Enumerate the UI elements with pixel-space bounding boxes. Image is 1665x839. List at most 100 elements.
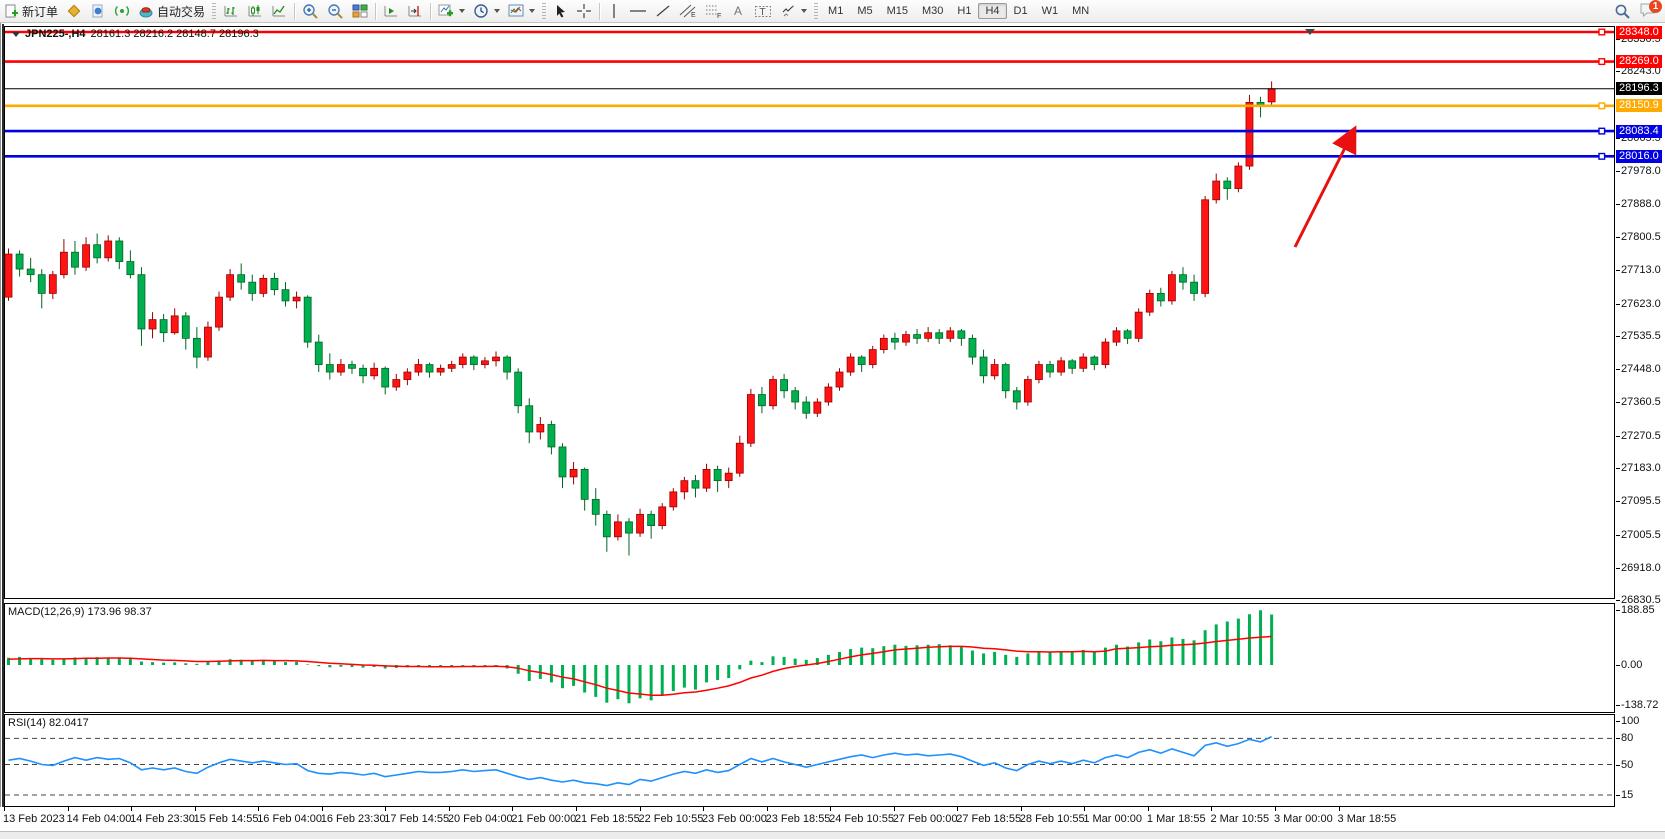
rsi-pane[interactable]: [4, 714, 1615, 807]
candle: [891, 332, 899, 350]
candle: [1201, 196, 1210, 298]
price-tick-label: 188.85: [1616, 604, 1655, 616]
candle: [48, 270, 57, 300]
text-label-button[interactable]: T: [750, 1, 776, 21]
timeframe-button-H4[interactable]: H4: [978, 3, 1007, 19]
timeframe-button-M5[interactable]: M5: [857, 5, 873, 17]
price-axis[interactable]: 28330.5 28243.0 28065.5 27978.0 27888.0 27800…: [1616, 22, 1665, 839]
candle: [780, 373, 788, 399]
candle: [37, 269, 46, 309]
line-handle[interactable]: [1598, 28, 1606, 36]
bar-chart-button[interactable]: [219, 1, 243, 21]
macd-pane[interactable]: [4, 603, 1615, 713]
candle: [259, 274, 268, 298]
timeframe-button-M1[interactable]: M1: [828, 5, 844, 17]
time-axis-label: 16 Feb 23:30: [320, 813, 386, 825]
time-axis-label: 20 Feb 04:00: [447, 813, 513, 825]
chart-shift-button[interactable]: [403, 1, 427, 21]
candle: [436, 364, 445, 376]
timeframe-button-W1[interactable]: W1: [1041, 5, 1059, 17]
arrow-annotation[interactable]: [1293, 125, 1357, 248]
candle: [237, 263, 246, 290]
auto-scroll-icon: [384, 6, 398, 17]
svg-text:T: T: [760, 7, 766, 18]
indicators-button[interactable]: [434, 1, 469, 21]
vertical-line-button[interactable]: [603, 1, 625, 21]
notifications-button[interactable]: 1: [1639, 0, 1662, 21]
auto-scroll-button[interactable]: [379, 1, 403, 21]
timeframe-button-M15[interactable]: M15: [886, 5, 908, 17]
chart-shift-marker[interactable]: [1305, 29, 1315, 35]
time-axis-label: 1 Mar 18:55: [1146, 813, 1206, 825]
candle: [82, 237, 90, 271]
line-handle[interactable]: [1598, 102, 1606, 110]
price-tick-label: 15: [1616, 789, 1633, 801]
main-price-pane[interactable]: [4, 26, 1615, 599]
signals-button[interactable]: [110, 1, 134, 21]
timeframe-button-H1[interactable]: H1: [957, 5, 972, 17]
candle: [481, 357, 489, 369]
candle: [1134, 308, 1143, 343]
time-axis-label: 23 Feb 00:00: [702, 813, 767, 825]
chart-title[interactable]: JPN225-,H4 28161.3 28216.2 28148.7 28196…: [12, 28, 259, 40]
fibonacci-button[interactable]: F: [701, 1, 727, 21]
candlestick-chart-button[interactable]: [243, 1, 267, 21]
line-handle[interactable]: [1598, 58, 1606, 66]
new-order-button[interactable]: 新订单: [0, 1, 62, 21]
channel-button[interactable]: E: [675, 1, 701, 21]
rsi-label: RSI(14) 82.0417: [8, 717, 89, 729]
text-button[interactable]: A: [727, 1, 750, 21]
trendline-button[interactable]: [651, 1, 675, 21]
crosshair-button[interactable]: [572, 1, 596, 21]
line-chart-icon: [272, 5, 286, 17]
autotrade-label: 自动交易: [157, 4, 206, 19]
zoom-out-button[interactable]: [323, 1, 348, 21]
candle: [403, 368, 412, 386]
toolbar-grip[interactable]: [814, 3, 819, 19]
axis-tick: [1616, 705, 1620, 707]
window-border: [0, 22, 1, 839]
templates-button[interactable]: [504, 1, 539, 21]
candle: [924, 327, 933, 343]
candle: [104, 235, 113, 262]
toolbar-right: 1: [1614, 0, 1662, 22]
arrows-icon: [782, 5, 794, 17]
line-handle[interactable]: [1598, 152, 1606, 160]
axis-tick: [830, 807, 832, 811]
timeframe-button-M30[interactable]: M30: [922, 5, 944, 17]
candle: [93, 233, 102, 264]
search-icon[interactable]: [1614, 3, 1631, 20]
candle: [115, 237, 124, 270]
time-axis[interactable]: 13 Feb 2023 14 Feb 04:00 14 Feb 23:30 15 Fe…: [0, 807, 1665, 833]
toolbar-grip[interactable]: [542, 3, 547, 19]
market-button[interactable]: [62, 1, 86, 21]
zoom-in-button[interactable]: [298, 1, 323, 21]
horizontal-line-button[interactable]: [625, 1, 651, 21]
autotrade-button[interactable]: 自动交易: [134, 1, 209, 21]
time-axis-label: 14 Feb 04:00: [66, 813, 132, 825]
arrows-button[interactable]: [776, 1, 811, 21]
timeframe-button-D1[interactable]: D1: [1013, 5, 1028, 17]
toolbar-grip[interactable]: [212, 3, 217, 19]
tile-windows-button[interactable]: [348, 1, 372, 21]
cursor-button[interactable]: [549, 1, 572, 21]
candle: [370, 362, 379, 380]
candle: [979, 349, 988, 384]
line-chart-button[interactable]: [267, 1, 291, 21]
new-order-label: 新订单: [22, 4, 59, 19]
horizontal-line-icon: [630, 10, 647, 12]
periods-button[interactable]: [469, 1, 504, 21]
community-button[interactable]: [86, 1, 110, 21]
axis-tick: [1020, 807, 1022, 811]
candle: [1234, 162, 1243, 193]
price-tick-label: 27448.0: [1616, 363, 1661, 375]
candle: [170, 308, 179, 335]
price-tick-label: 27888.0: [1616, 198, 1661, 210]
axis-tick: [1616, 401, 1620, 403]
price-tick-label: 27623.0: [1616, 298, 1661, 310]
time-axis-label: 24 Feb 10:55: [829, 813, 894, 825]
cursor-icon: [557, 4, 566, 17]
line-handle[interactable]: [1598, 127, 1606, 135]
clock-icon: [474, 4, 488, 18]
timeframe-button-MN[interactable]: MN: [1072, 5, 1090, 17]
